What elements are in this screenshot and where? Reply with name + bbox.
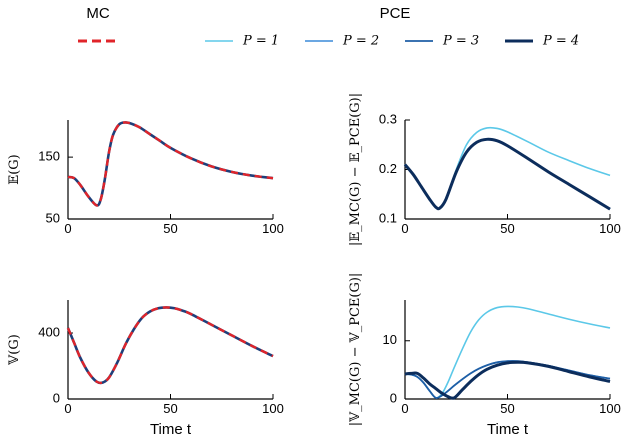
series-line-p1 xyxy=(404,126,611,210)
x-tick-label: 50 xyxy=(163,221,177,236)
panel-mean: 0 50 100 50 150 𝔼(G) xyxy=(7,120,284,236)
series-line-mc xyxy=(66,306,274,385)
panel-variance-error: 0 50 100 0 10 |𝕍_MC(G) − 𝕍_PCE(G)| Time t xyxy=(348,273,621,438)
x-axis-label: Time t xyxy=(150,421,192,438)
x-tick-label: 0 xyxy=(401,221,408,236)
x-tick-label: 100 xyxy=(262,221,284,236)
legend-label-p4: P = 4 xyxy=(542,34,579,49)
legend-label-p3: P = 3 xyxy=(442,34,479,49)
series-line-p1 xyxy=(404,305,611,399)
legend-label-p2: P = 2 xyxy=(342,34,379,49)
panel-variance: 0 50 100 0 400 𝕍(G) Time t xyxy=(7,300,284,438)
x-tick-label: 0 xyxy=(64,221,71,236)
series-line-mean xyxy=(66,306,274,385)
y-tick-label: 0.3 xyxy=(379,111,397,126)
panel-mean-error: 0 50 100 0.1 0.2 0.3 |𝔼_MC(G) − 𝔼_PCE(G)| xyxy=(348,93,621,246)
series-line-p3 xyxy=(404,360,611,399)
y-axis-label: 𝔼(G) xyxy=(7,154,22,184)
x-tick-label: 50 xyxy=(163,401,177,416)
y-tick-label: 150 xyxy=(38,149,60,164)
x-tick-label: 100 xyxy=(599,401,621,416)
y-axis-label: 𝕍(G) xyxy=(7,334,22,366)
x-tick-label: 50 xyxy=(500,401,514,416)
x-tick-label: 50 xyxy=(500,221,514,236)
y-tick-label: 0 xyxy=(390,390,397,405)
y-tick-label: 10 xyxy=(383,332,397,347)
mc-column-title: MC xyxy=(86,5,109,22)
y-tick-label: 0.2 xyxy=(379,161,397,176)
x-tick-label: 0 xyxy=(64,401,71,416)
series-line-mean xyxy=(67,121,274,207)
y-tick-label: 50 xyxy=(46,210,60,225)
series-line-p4 xyxy=(403,137,611,211)
series-line-p3 xyxy=(404,138,611,210)
x-tick-label: 100 xyxy=(262,401,284,416)
series-line-p2 xyxy=(404,138,611,210)
series-line-mc xyxy=(67,121,274,207)
y-axis-label: |𝕍_MC(G) − 𝕍_PCE(G)| xyxy=(348,273,363,427)
x-axis-label: Time t xyxy=(487,421,529,438)
y-tick-label: 400 xyxy=(38,324,60,339)
y-tick-label: 0 xyxy=(53,390,60,405)
pce-column-title: PCE xyxy=(380,5,411,22)
series-line-p4 xyxy=(404,360,611,400)
x-tick-label: 100 xyxy=(599,221,621,236)
legend: P = 1 P = 2 P = 3 P = 4 xyxy=(78,34,579,49)
x-tick-label: 0 xyxy=(401,401,408,416)
y-tick-label: 0.1 xyxy=(379,210,397,225)
series-line-p2 xyxy=(404,360,611,399)
y-axis-label: |𝔼_MC(G) − 𝔼_PCE(G)| xyxy=(348,93,363,246)
legend-label-p1: P = 1 xyxy=(242,34,279,49)
